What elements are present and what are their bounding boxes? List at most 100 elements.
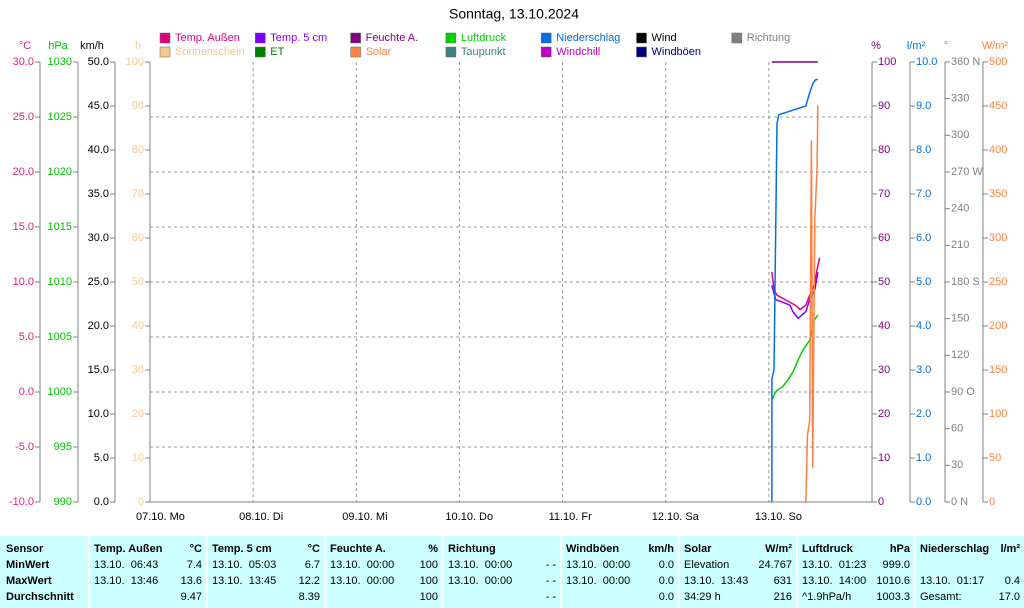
y-tick-label: 40 — [132, 320, 144, 332]
y-tick-label: 120 — [951, 349, 969, 361]
legend-label: Taupunkt — [461, 46, 506, 58]
table-cell: 8.39 — [298, 591, 320, 603]
table-cell: 216 — [773, 591, 792, 603]
table-cell: 13.10. 00:00 — [566, 559, 631, 571]
legend-swatch — [445, 46, 457, 58]
table-cell: 13.10. 01:23 — [802, 559, 867, 571]
y-tick-label: 20.0 — [88, 320, 109, 332]
table-cell: 1003.3 — [876, 591, 910, 603]
y-tick-label: 20 — [878, 408, 890, 420]
y-tick-label: 40.0 — [88, 144, 109, 156]
y-tick-label: 25.0 — [13, 111, 34, 123]
y-tick-label: 15.0 — [88, 364, 109, 376]
y-tick-label: 995 — [54, 441, 72, 453]
table-cell: 7.4 — [186, 559, 202, 571]
legend-label: Temp. 5 cm — [270, 32, 327, 44]
stats-table: Sensor Temp. Außen °C Temp. 5 cm °C Feuchte A… — [0, 536, 1024, 608]
legend-label: Feuchte A. — [366, 32, 419, 44]
series-line — [803, 105, 819, 503]
axis-unit: km/h — [80, 40, 104, 52]
table-cell: - - — [545, 575, 556, 587]
y-tick-label: 300 — [989, 232, 1007, 244]
y-tick-label: 7.0 — [916, 188, 931, 200]
legend-label: Richtung — [747, 32, 790, 44]
table-cell: Elevation — [684, 559, 730, 571]
x-tick-label: 08.10. Di — [239, 511, 283, 523]
series-line — [771, 257, 821, 311]
y-tick-label: -5.0 — [15, 441, 34, 453]
y-tick-label: 0.0 — [94, 496, 109, 508]
table-cell: MinWert — [6, 559, 50, 571]
y-tick-label: 450 — [989, 100, 1007, 112]
y-tick-label: 0 — [878, 496, 884, 508]
table-cell: °C — [189, 543, 202, 555]
separator — [678, 536, 680, 608]
y-tick-label: 5.0 — [19, 331, 34, 343]
y-tick-label: 180 S — [951, 276, 980, 288]
y-tick-label: 5.0 — [916, 276, 931, 288]
legend-label: ET — [270, 46, 284, 58]
y-tick-label: 150 — [951, 313, 969, 325]
y-tick-label: 60 — [951, 423, 963, 435]
table-cell: Temp. Außen — [94, 543, 163, 555]
y-tick-label: 30 — [132, 364, 144, 376]
table-cell: 13.10. 06:43 — [94, 559, 159, 571]
table-cell: 13.10. 13:46 — [94, 575, 159, 587]
x-tick-label: 07.10. Mo — [136, 511, 185, 523]
x-tick-label: 13.10. So — [755, 511, 802, 523]
legend-swatch — [255, 32, 266, 44]
table-cell: Feuchte A. — [330, 543, 386, 555]
legend-label: Sonnenschein — [175, 46, 245, 58]
table-cell: 0.4 — [1004, 575, 1020, 587]
table-cell: Windböen — [566, 543, 620, 555]
y-tick-label: 200 — [989, 320, 1007, 332]
table-cell: Luftdruck — [802, 543, 853, 555]
y-tick-label: 270 W — [951, 166, 983, 178]
y-tick-label: 250 — [989, 276, 1007, 288]
y-tick-label: 70 — [132, 188, 144, 200]
y-tick-label: 70 — [878, 188, 890, 200]
table-cell: 24.767 — [758, 559, 792, 571]
axis-unit: l/m² — [907, 40, 926, 52]
table-cell: 12.2 — [298, 575, 320, 587]
y-tick-label: 1025 — [48, 111, 72, 123]
y-tick-label: 20.0 — [13, 166, 34, 178]
y-tick-label: 80 — [878, 144, 890, 156]
table-cell: l/m² — [1000, 543, 1020, 555]
legend-swatch — [159, 46, 171, 58]
table-cell: Solar — [684, 543, 712, 555]
table-cell: 0.0 — [658, 591, 674, 603]
y-tick-label: 80 — [132, 144, 144, 156]
y-tick-label: 1020 — [48, 166, 72, 178]
y-tick-label: 6.0 — [916, 232, 931, 244]
table-cell: 13.10. 00:00 — [566, 575, 631, 587]
y-tick-label: 50.0 — [88, 56, 109, 68]
legend-swatch — [350, 46, 361, 58]
y-tick-label: 50 — [989, 452, 1001, 464]
table-cell: 13.10. 01:17 — [920, 575, 985, 587]
y-tick-label: 1.0 — [916, 452, 931, 464]
y-tick-label: 240 — [951, 203, 969, 215]
y-tick-label: 35.0 — [88, 188, 109, 200]
table-cell: 13.10. 14:00 — [802, 575, 867, 587]
table-cell: 6.7 — [304, 559, 320, 571]
legend-swatch — [350, 32, 361, 44]
table-cell: Temp. 5 cm — [212, 543, 272, 555]
legend-swatch — [540, 46, 552, 58]
y-tick-label: 1000 — [48, 386, 72, 398]
table-cell: 13.10. 00:00 — [448, 559, 513, 571]
separator — [796, 536, 798, 608]
y-tick-label: -10.0 — [9, 496, 34, 508]
table-cell: MaxWert — [6, 575, 52, 587]
y-tick-label: 100 — [126, 56, 144, 68]
y-tick-label: 1015 — [48, 221, 72, 233]
axis-unit: W/m² — [982, 40, 1009, 52]
table-cell: - - — [545, 559, 556, 571]
y-tick-label: 50 — [878, 276, 890, 288]
y-tick-label: 50 — [132, 276, 144, 288]
table-cell: 13.10. 00:00 — [330, 559, 395, 571]
table-cell: Richtung — [448, 543, 496, 555]
table-cell: 100 — [419, 591, 438, 603]
y-tick-label: 60 — [132, 232, 144, 244]
